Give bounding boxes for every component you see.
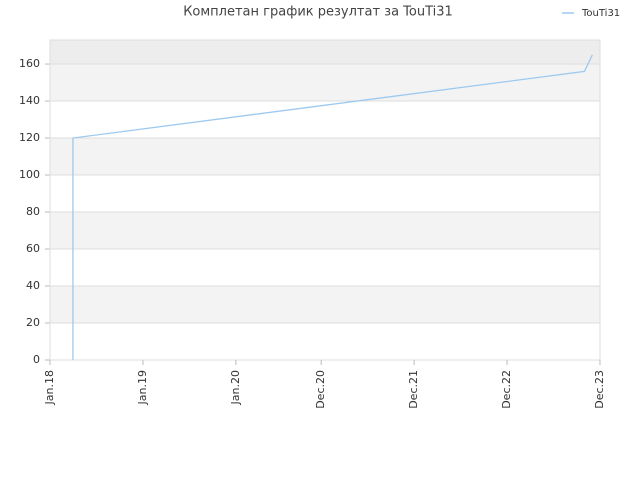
x-tick-label: Jan.19 bbox=[136, 370, 149, 405]
y-tick-label: 140 bbox=[19, 94, 40, 107]
x-tick-label: Dec.20 bbox=[314, 370, 327, 409]
plot-border bbox=[49, 39, 601, 361]
y-tick-label: 0 bbox=[33, 353, 40, 366]
grid-band bbox=[50, 286, 600, 324]
x-tick-label: Jan.20 bbox=[229, 370, 242, 405]
x-tick-label: Jan.18 bbox=[43, 370, 56, 405]
grid-band bbox=[50, 40, 600, 65]
y-tick-label: 100 bbox=[19, 168, 40, 181]
y-tick-label: 40 bbox=[26, 279, 40, 292]
y-tick-label: 60 bbox=[26, 242, 40, 255]
y-tick-label: 120 bbox=[19, 131, 40, 144]
legend-label: TouTi31 bbox=[581, 8, 620, 19]
y-tick-label: 160 bbox=[19, 57, 40, 70]
x-tick-label: Dec.22 bbox=[500, 370, 513, 409]
grid-band bbox=[50, 138, 600, 176]
grid-band bbox=[50, 212, 600, 250]
grid-band bbox=[50, 64, 600, 102]
x-tick-label: Dec.21 bbox=[407, 370, 420, 409]
chart-title: Комплетан график резултат за TouTi31 bbox=[183, 5, 453, 20]
y-tick-label: 20 bbox=[26, 316, 40, 329]
x-tick-label: Dec.23 bbox=[593, 370, 606, 409]
y-tick-label: 80 bbox=[26, 205, 40, 218]
line bbox=[72, 54, 593, 360]
